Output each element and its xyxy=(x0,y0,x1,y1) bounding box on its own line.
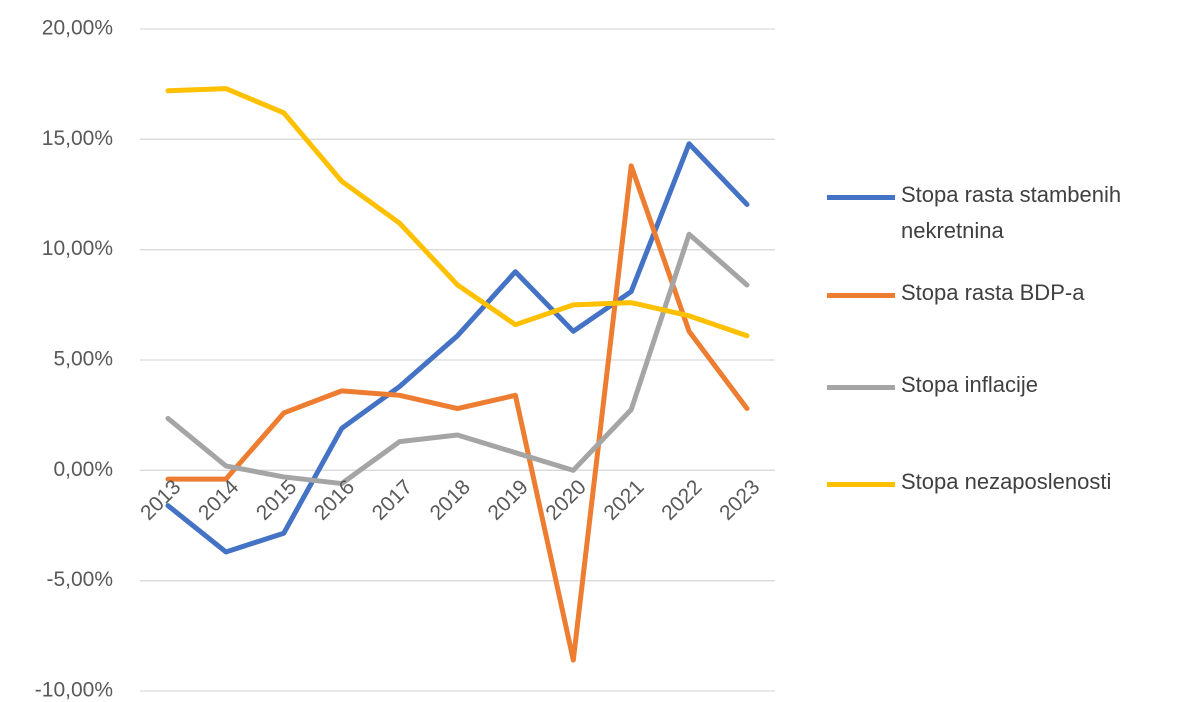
legend-label: Stopa nezaposlenosti xyxy=(901,469,1112,494)
x-tick-label: 2022 xyxy=(657,476,706,525)
series-line xyxy=(165,231,750,487)
series-line xyxy=(165,86,750,339)
y-tick-label: 20,00% xyxy=(42,17,113,40)
series-line xyxy=(165,141,750,555)
legend-swatch xyxy=(827,482,895,487)
legend-item: Stopa nezaposlenosti xyxy=(827,469,1180,500)
x-tick-label: 2020 xyxy=(541,476,590,525)
legend-swatch xyxy=(827,293,895,298)
series-line xyxy=(165,163,750,663)
legend-item: Stopa rasta stambenih nekretnina xyxy=(827,182,1180,249)
y-tick-label: 5,00% xyxy=(53,348,113,371)
x-tick-label: 2019 xyxy=(484,476,533,525)
x-tick-label: 2021 xyxy=(599,476,648,525)
y-tick-label: 0,00% xyxy=(53,458,113,481)
x-tick-label: 2017 xyxy=(368,476,417,525)
y-tick-label: -10,00% xyxy=(35,679,113,702)
y-tick-label: -5,00% xyxy=(46,568,113,591)
x-tick-label: 2014 xyxy=(194,475,244,525)
x-tick-label: 2018 xyxy=(426,476,475,525)
legend-label: Stopa inflacije xyxy=(901,372,1038,397)
legend-swatch xyxy=(827,385,895,390)
y-tick-label: 10,00% xyxy=(42,237,113,260)
x-tick-label: 2013 xyxy=(136,476,185,525)
legend-label: Stopa rasta BDP-a xyxy=(901,280,1085,305)
x-tick-label: 2023 xyxy=(715,476,764,525)
y-tick-label: 15,00% xyxy=(42,127,113,150)
legend-swatch xyxy=(827,195,895,200)
legend-item: Stopa rasta BDP-a xyxy=(827,280,1180,311)
legend-label: Stopa rasta stambenih nekretnina xyxy=(901,182,1122,243)
legend-item: Stopa inflacije xyxy=(827,372,1180,403)
